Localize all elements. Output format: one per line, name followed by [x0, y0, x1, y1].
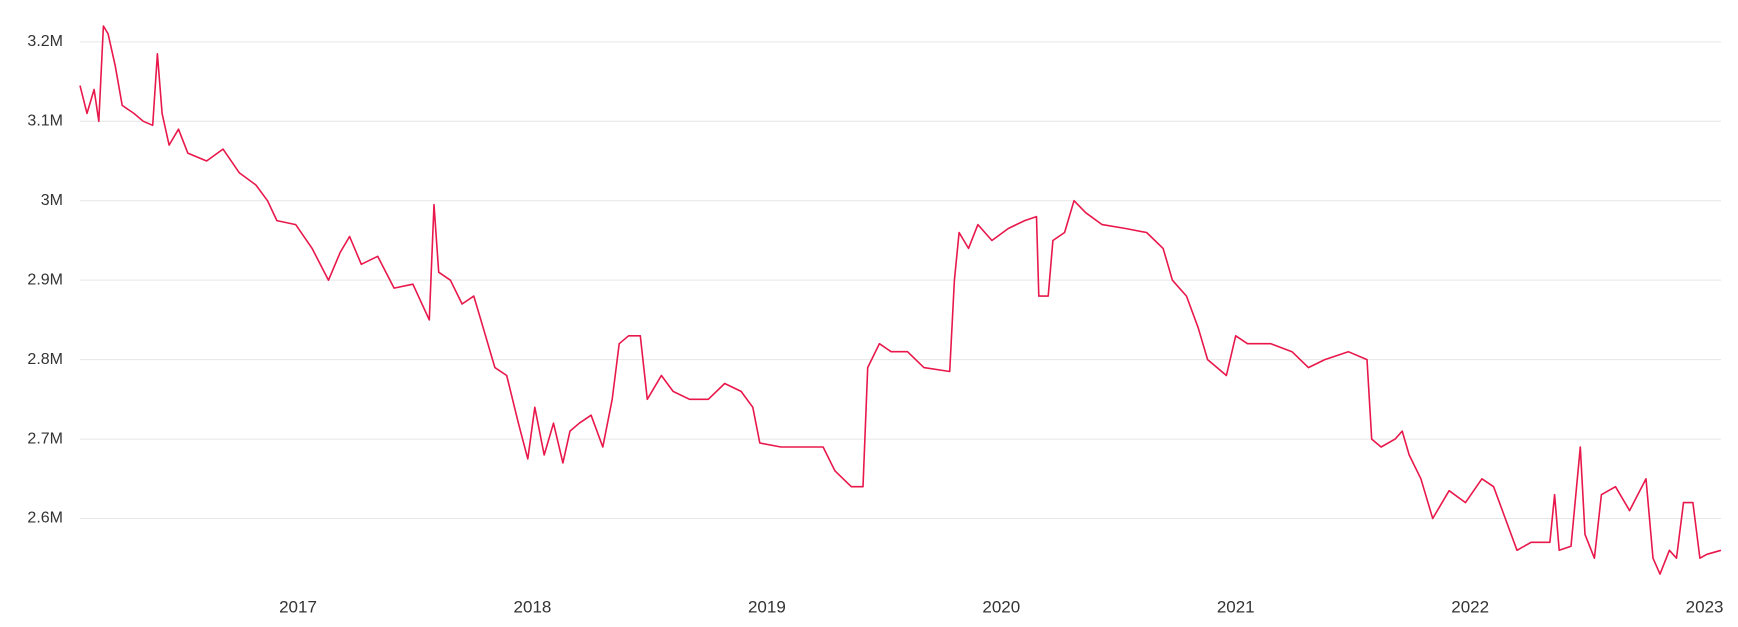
y-tick-label: 3.2M	[27, 33, 63, 50]
y-tick-label: 3M	[41, 192, 63, 209]
y-tick-label: 2.6M	[27, 510, 63, 527]
x-tick-label: 2017	[279, 597, 317, 616]
y-tick-label: 2.8M	[27, 351, 63, 368]
x-tick-label: 2023	[1686, 597, 1724, 616]
x-tick-label: 2019	[748, 597, 786, 616]
x-tick-label: 2018	[514, 597, 552, 616]
x-tick-label: 2021	[1217, 597, 1255, 616]
x-tick-label: 2022	[1451, 597, 1489, 616]
y-tick-label: 2.9M	[27, 271, 63, 288]
line-series	[79, 25, 1722, 575]
y-tick-label: 2.7M	[27, 430, 63, 447]
x-tick-label: 2020	[982, 597, 1020, 616]
y-tick-label: 3.1M	[27, 113, 63, 130]
